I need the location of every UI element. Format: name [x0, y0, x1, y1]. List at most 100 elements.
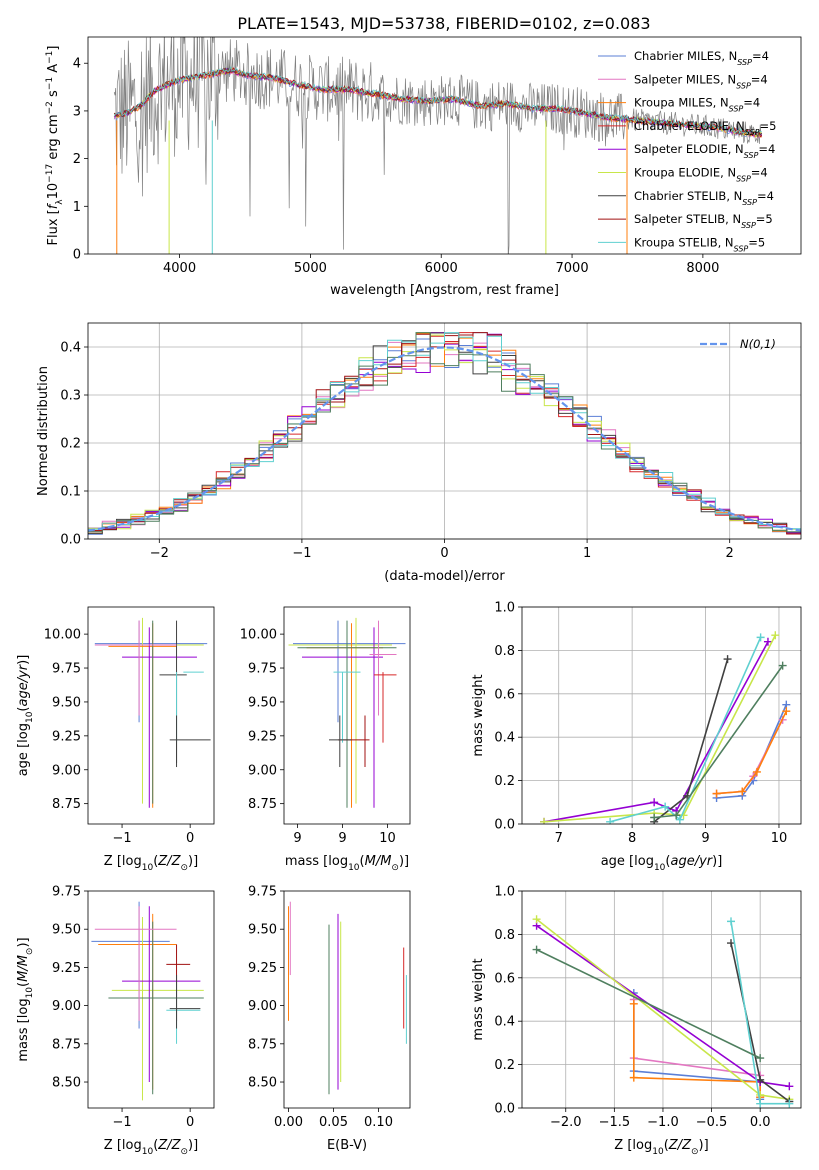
- x-tick-label: −1: [112, 1115, 131, 1130]
- y-tick-label: 8.75: [52, 797, 81, 812]
- histogram-group: [88, 332, 801, 535]
- y-tick-label: 10.00: [44, 628, 81, 643]
- series-marker: [752, 767, 761, 776]
- y-tick-label: 8.50: [248, 1076, 277, 1091]
- y-tick-label: 1: [73, 200, 81, 215]
- x-tick-label: 8000: [686, 261, 719, 276]
- y-tick-label: 0.0: [60, 533, 81, 548]
- x-tick-label: −0.5: [696, 1115, 728, 1130]
- y-tick-label: 9.50: [52, 695, 81, 710]
- axes-frame: [521, 606, 802, 825]
- axes-frame: [521, 890, 802, 1109]
- y-tick-label: 8.50: [52, 1076, 81, 1091]
- series-marker: [782, 707, 791, 716]
- series-marker: [606, 817, 615, 824]
- y-tick-label: 8.75: [248, 797, 277, 812]
- y-tick-label: 0: [73, 248, 81, 263]
- series-marker: [785, 1099, 794, 1108]
- y-tick-label: 0.4: [494, 1015, 515, 1030]
- series-marker: [532, 915, 541, 924]
- series-group: [532, 915, 794, 1108]
- legend-entry: Kroupa MILES, NSSP=4: [634, 96, 760, 114]
- series-marker: [756, 1090, 765, 1099]
- y-tick-label: 2: [73, 152, 81, 167]
- series-marker: [727, 917, 736, 926]
- y-tick-label: 0.6: [494, 687, 515, 702]
- x-tick-label: 7: [555, 831, 563, 846]
- x-axis-label: Z [log10(Z/Z⊙)]: [104, 1138, 198, 1157]
- axes-frame: [87, 606, 215, 825]
- y-axis-label: Normed distribution: [36, 366, 51, 496]
- y-tick-label: 9.00: [248, 999, 277, 1014]
- errorbar-group: [91, 901, 204, 1101]
- x-tick-label: 7000: [556, 261, 589, 276]
- x-axis-label: wavelength [Angstrom, rest frame]: [330, 283, 559, 298]
- x-tick-label: 9: [293, 831, 301, 846]
- y-tick-label: 9.25: [52, 961, 81, 976]
- figure-title: PLATE=1543, MJD=53738, FIBERID=0102, z=0…: [237, 14, 650, 33]
- y-tick-label: 9.25: [248, 961, 277, 976]
- y-tick-label: 0.0: [494, 818, 515, 833]
- legend-entry: Salpeter MILES, NSSP=4: [634, 72, 768, 90]
- y-axis-label: mass [log10(M/M⊙)]: [16, 937, 35, 1061]
- x-tick-label: 9: [701, 831, 709, 846]
- series-marker: [756, 633, 765, 642]
- spectrum-legend: Chabrier MILES, NSSP=4 Salpeter MILES, NS…: [598, 49, 776, 253]
- series-marker: [540, 817, 549, 824]
- model-spectrum-kroupa-stelib: [113, 65, 762, 136]
- x-tick-label: −1.5: [599, 1115, 631, 1130]
- x-tick-label: 0: [186, 1115, 194, 1130]
- y-tick-label: 0.4: [494, 731, 515, 746]
- y-tick-label: 9.00: [52, 763, 81, 778]
- spectrum-panel: 4000 5000 6000 7000 8000 0 1 2 3 4 wavelength [Ang…: [45, 36, 802, 298]
- gaussian-curve: [88, 346, 801, 532]
- y-tick-label: 0.2: [60, 437, 81, 452]
- histogram-series: [88, 333, 801, 534]
- series-marker: [738, 787, 747, 796]
- y-axis-label: age [log10(age/yr)]: [16, 655, 35, 777]
- axes-frame: [87, 36, 802, 255]
- y-tick-label: 3: [73, 104, 81, 119]
- series-marker: [785, 1082, 794, 1091]
- series-marker: [650, 813, 659, 822]
- x-axis-label: age [log10(age/yr)]: [601, 854, 723, 873]
- y-tick-label: 1.0: [494, 885, 515, 900]
- x-tick-label: −1: [292, 546, 311, 561]
- series-line: [716, 710, 788, 795]
- weight-vs-Z-panel: −2.0 −1.5 −1.0 −0.5 0.0 0.0 0.2 0.4 0.6 0.8 1.0 Z […: [471, 885, 802, 1157]
- x-tick-label: 0: [440, 546, 448, 561]
- y-axis-label: Flux [fλ10−17 erg cm−2 s−1 A−1]: [45, 46, 65, 246]
- x-tick-label: 5000: [294, 261, 327, 276]
- x-axis-label: Z [log10(Z/Z⊙)]: [614, 1138, 708, 1157]
- age-vs-mass-panel: 9 9 10 8.75 9.00 9.25 9.50 9.75 10.00 mass [log10…: [240, 606, 411, 873]
- mass-vs-EBV-panel: 0.00 0.05 0.10 8.50 8.75 9.00 9.25 9.50 9.75 E(B-…: [248, 885, 411, 1153]
- y-tick-label: 0.6: [494, 971, 515, 986]
- y-axis-label: mass weight: [471, 958, 486, 1040]
- x-tick-label: −2.0: [550, 1115, 582, 1130]
- series-marker: [756, 1054, 765, 1063]
- legend-entry: Kroupa STELIB, NSSP=5: [634, 235, 765, 253]
- y-tick-label: 0.1: [60, 485, 81, 500]
- legend-entry: N(0,1): [740, 337, 776, 351]
- x-tick-label: −1: [112, 831, 131, 846]
- series-marker: [756, 1099, 765, 1108]
- legend-entry: Salpeter ELODIE, NSSP=4: [634, 142, 775, 160]
- x-tick-label: 4000: [163, 261, 196, 276]
- y-tick-label: 10.00: [240, 628, 277, 643]
- x-tick-label: 8: [628, 831, 636, 846]
- y-tick-label: 9.75: [52, 885, 81, 900]
- series-marker: [771, 631, 780, 640]
- y-tick-label: 0.3: [60, 389, 81, 404]
- x-tick-label: 0.0: [750, 1115, 771, 1130]
- series-marker: [629, 1073, 638, 1082]
- series-marker: [629, 999, 638, 1008]
- axes-frame: [283, 606, 411, 825]
- age-vs-Z-panel: −1 0 8.75 9.00 9.25 9.50 9.75 10.00 Z [log10(Z/Z…: [16, 606, 215, 873]
- series-marker: [763, 637, 772, 646]
- x-axis-label: Z [log10(Z/Z⊙)]: [104, 854, 198, 873]
- histogram-series: [88, 332, 801, 530]
- data-spectrum-group: [113, 37, 763, 254]
- series-marker: [672, 811, 681, 820]
- legend-entry: Salpeter STELIB, NSSP=5: [634, 212, 773, 230]
